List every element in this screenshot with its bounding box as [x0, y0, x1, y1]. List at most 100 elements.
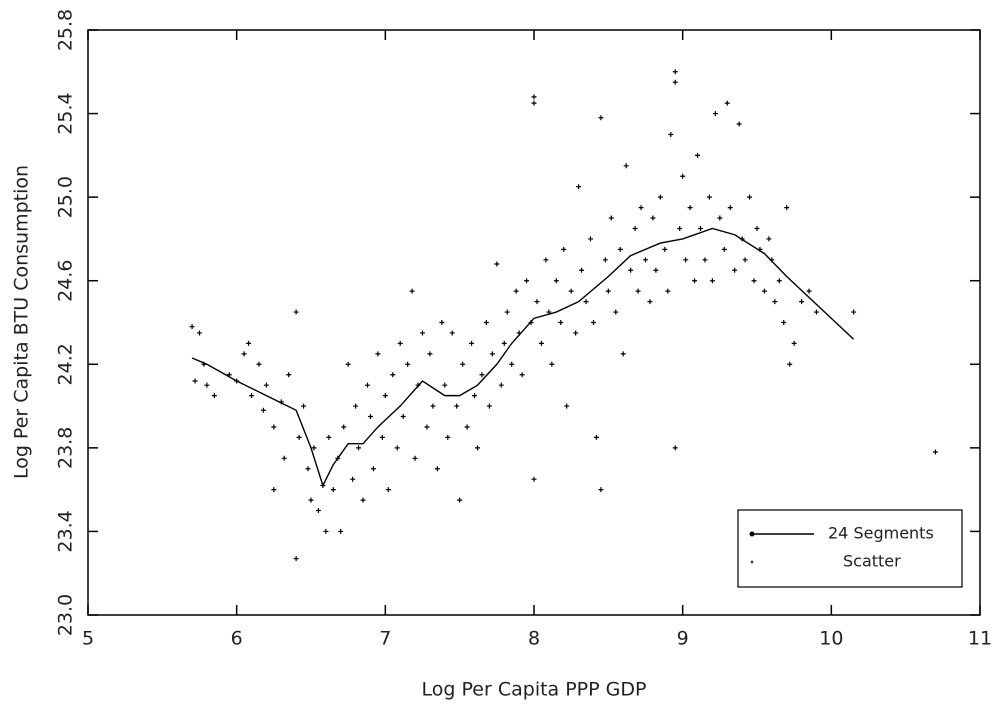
- scatter-point: [397, 340, 403, 346]
- scatter-point: [702, 257, 708, 263]
- scatter-point: [593, 434, 599, 440]
- scatter-point: [427, 351, 433, 357]
- scatter-point: [524, 278, 530, 284]
- scatter-point: [781, 320, 787, 325]
- scatter-point: [226, 372, 232, 378]
- scatter-point: [608, 215, 614, 221]
- scatter-point: [534, 299, 540, 305]
- scatter-point: [489, 351, 495, 357]
- scatter-point: [623, 163, 629, 169]
- scatter-point: [472, 393, 478, 399]
- scatter-point: [692, 278, 698, 284]
- scatter-point: [323, 528, 329, 534]
- scatter-point: [724, 100, 730, 106]
- scatter-point: [687, 205, 693, 211]
- scatter-point: [293, 556, 299, 562]
- y-tick-label: 25.0: [55, 176, 77, 218]
- scatter-point: [197, 330, 202, 336]
- scatter-point: [442, 382, 448, 388]
- scatter-point: [409, 288, 415, 294]
- scatter-point: [732, 267, 738, 273]
- x-tick-label: 10: [819, 628, 843, 650]
- scatter-point: [635, 288, 641, 294]
- scatter-point: [680, 173, 686, 179]
- scatter-point: [296, 434, 302, 440]
- scatter-point: [501, 340, 507, 346]
- scatter-point: [469, 340, 475, 346]
- scatter-point: [806, 288, 812, 294]
- scatter-point: [672, 69, 678, 75]
- scatter-point: [338, 528, 344, 534]
- scatter-point: [561, 246, 567, 252]
- scatter-point: [449, 330, 455, 336]
- scatter-point: [249, 393, 255, 399]
- scatter-point: [394, 445, 400, 451]
- scatter-point: [263, 382, 269, 388]
- scatter-point: [558, 320, 564, 325]
- scatter-point: [260, 407, 266, 413]
- scatter-point: [345, 361, 351, 367]
- legend-label: 24 Segments: [828, 524, 934, 543]
- scatter-point: [568, 288, 574, 294]
- legend-marker: [749, 531, 755, 537]
- scatter-point: [483, 320, 489, 325]
- scatter-point: [382, 393, 388, 399]
- scatter-point: [415, 382, 421, 388]
- scatter-point: [234, 378, 240, 384]
- scatter-point: [189, 324, 195, 330]
- scatter-point: [330, 487, 336, 493]
- x-axis-title: Log Per Capita PPP GDP: [422, 679, 647, 701]
- scatter-point: [712, 111, 718, 117]
- scatter-point: [350, 476, 356, 482]
- y-axis-title: Log Per Capita BTU Consumption: [11, 165, 33, 479]
- y-tick-label: 24.2: [55, 343, 77, 385]
- scatter-point: [754, 225, 760, 231]
- scatter-point: [241, 351, 247, 357]
- y-tick-label: 23.0: [55, 594, 77, 636]
- scatter-point: [613, 309, 619, 315]
- scatter-point: [271, 424, 277, 430]
- scatter-point: [305, 466, 311, 472]
- scatter-point: [717, 215, 723, 221]
- scatter-point: [271, 487, 277, 493]
- segment-line: [191, 227, 855, 488]
- scatter-point: [464, 424, 470, 430]
- scatter-point: [367, 414, 373, 420]
- x-tick-label: 8: [528, 628, 540, 650]
- scatter-point: [695, 152, 701, 158]
- scatter-point: [683, 257, 689, 263]
- scatter-point: [739, 236, 745, 242]
- y-tick-label: 24.6: [55, 260, 77, 302]
- legend-box: [737, 509, 963, 588]
- scatter-point: [326, 434, 332, 440]
- scatter-point: [736, 121, 742, 127]
- scatter-point: [543, 257, 549, 263]
- y-tick-label: 23.4: [55, 510, 77, 552]
- scatter-point: [672, 79, 678, 85]
- scatter-point: [509, 361, 515, 367]
- scatter-point: [672, 445, 678, 451]
- scatter-point: [638, 205, 644, 211]
- scatter-point: [742, 257, 748, 263]
- scatter-point: [320, 482, 326, 488]
- legend-marker: [750, 560, 754, 564]
- scatter-point: [564, 403, 570, 409]
- scatter-point: [400, 414, 406, 420]
- scatter-point: [698, 225, 704, 231]
- scatter-point: [335, 455, 341, 461]
- scatter-point: [617, 246, 623, 252]
- scatter-point: [460, 361, 466, 367]
- scatter-point: [602, 257, 608, 263]
- scatter-point: [379, 434, 385, 440]
- scatter-point: [590, 320, 596, 325]
- scatter-point: [494, 261, 500, 267]
- scatter-point: [281, 455, 287, 461]
- scatter-point: [538, 340, 544, 346]
- scatter-point: [772, 299, 778, 305]
- scatter-point: [769, 257, 775, 263]
- scatter-point: [370, 466, 376, 472]
- scatter-point: [278, 399, 284, 405]
- scatter-point: [424, 424, 430, 430]
